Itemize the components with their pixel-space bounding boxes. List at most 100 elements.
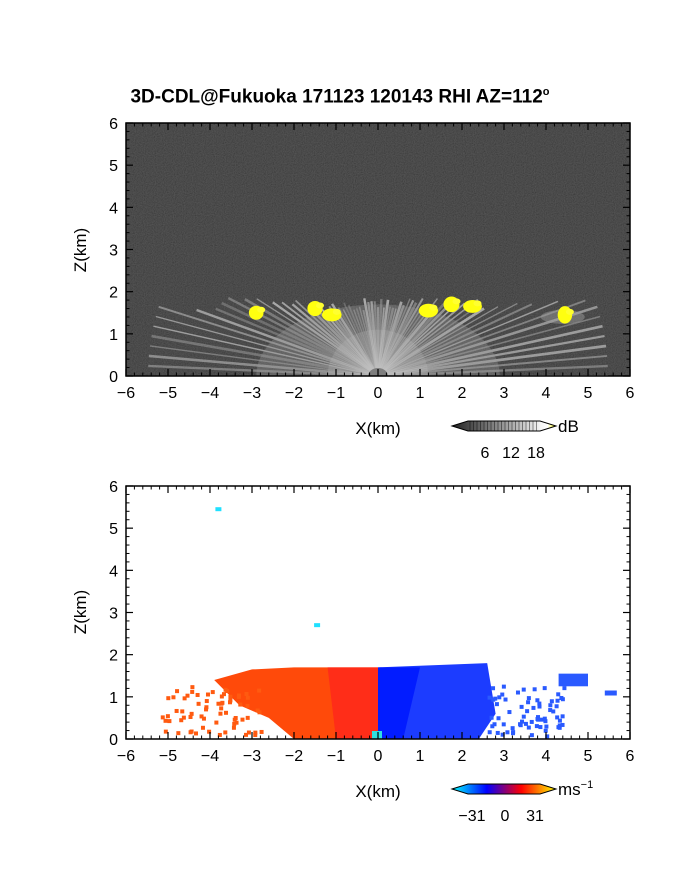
- echo-beam: [343, 302, 379, 376]
- reflectivity-ylabel: Z(km): [71, 228, 90, 272]
- approach-pixel: [190, 685, 195, 690]
- echo-beam: [376, 298, 383, 376]
- y-tick-label: 1: [109, 327, 118, 344]
- echo-beam: [377, 303, 430, 376]
- y-tick-label: 0: [109, 732, 118, 749]
- recede-far-patch: [558, 673, 588, 687]
- recede-pixel: [551, 709, 556, 714]
- approach-pixel: [207, 729, 212, 734]
- recede-pixel: [542, 716, 547, 721]
- approach-pixel: [218, 711, 223, 716]
- y-tick-label: 3: [109, 606, 118, 623]
- yellow-cell-fringe: [332, 308, 341, 315]
- recede-pixel: [539, 717, 544, 722]
- x-tick-label: 0: [374, 748, 383, 765]
- echo-beam: [151, 334, 379, 376]
- recede-pixel: [544, 724, 549, 729]
- approach-pixel: [232, 717, 237, 722]
- x-tick-label: 0: [374, 385, 383, 402]
- approach-pixel: [199, 714, 204, 719]
- recede-pixel: [526, 725, 531, 730]
- recede-pixel: [529, 719, 534, 724]
- approach-pixel: [176, 731, 181, 736]
- approach-pixel: [182, 696, 187, 701]
- recede-pixel: [543, 719, 548, 724]
- recede-pixel: [537, 701, 542, 706]
- approach-pixel: [210, 690, 215, 695]
- y-tick-label: 6: [109, 116, 118, 133]
- noise-texture: [126, 123, 630, 376]
- echo-beam: [347, 304, 379, 376]
- velocity-xlabel: X(km): [355, 782, 400, 801]
- reflectivity-colorbar-stripes: [469, 421, 537, 431]
- approach-pixel: [219, 706, 224, 711]
- recede-pixel: [562, 686, 567, 691]
- y-tick-label: 5: [109, 158, 118, 175]
- approach-pixel: [190, 689, 195, 694]
- echo-beam: [158, 305, 379, 376]
- approach-pixel: [253, 733, 258, 738]
- chart-title: 3D-CDL@Fukuoka 171123 120143 RHI AZ=112o: [130, 86, 550, 108]
- x-tick-label: 6: [626, 748, 635, 765]
- velocity-axes: −6 −5 −4 −3 −2 −1 0 1 2 3 4 5 6 0 1 2 3 4 5 6: [109, 479, 634, 765]
- approach-pixel: [181, 715, 186, 720]
- x-tick-label: −2: [285, 385, 303, 402]
- approach-pixel: [245, 703, 250, 708]
- velocity-isolated-points: [215, 507, 321, 628]
- recede-pixel: [500, 692, 505, 697]
- reflectivity-colorbar-unit: dB: [558, 417, 579, 436]
- approach-pixel: [217, 732, 222, 737]
- echo-beam: [148, 354, 379, 376]
- x-tick-label: −4: [201, 385, 219, 402]
- approach-pixel: [175, 689, 180, 694]
- velocity-echo: [160, 663, 617, 739]
- recede-pixel: [560, 722, 565, 727]
- approach-pixel: [180, 709, 185, 714]
- echo-beam: [377, 297, 424, 376]
- echo-beam: [377, 307, 385, 376]
- approach-pixel: [189, 711, 194, 716]
- yellow-cell-fringe: [429, 304, 438, 311]
- x-tick-label: 4: [542, 385, 551, 402]
- recede-pixel: [525, 709, 530, 714]
- velocity-colorbar-unit: ms−1: [558, 779, 593, 799]
- approach-pixel: [188, 714, 193, 719]
- y-tick-label: 2: [109, 285, 118, 302]
- approach-pixel: [193, 731, 198, 736]
- approach-pixel: [228, 694, 233, 699]
- approach-pixel: [163, 729, 168, 734]
- approach-pixel: [179, 718, 184, 723]
- recede-pixel: [535, 698, 540, 703]
- x-tick-label: −1: [327, 748, 345, 765]
- approach-pixel: [196, 701, 201, 706]
- reflectivity-colorbar-tick: 6: [481, 445, 490, 462]
- recede-pixel: [555, 715, 560, 720]
- recede-pixel: [491, 697, 496, 702]
- recede-pixel: [529, 733, 534, 738]
- recede-pixel: [521, 687, 526, 692]
- recede-pixel: [531, 705, 536, 710]
- approach-pixel: [223, 730, 228, 735]
- recede-pixel: [495, 730, 500, 735]
- recede-pixel: [507, 710, 512, 715]
- echo-beam: [377, 301, 453, 376]
- yellow-cell: [557, 306, 573, 324]
- echo-beam: [377, 334, 605, 376]
- approach-pixel: [232, 721, 237, 726]
- recede-pixel: [554, 704, 559, 709]
- x-tick-label: −3: [243, 385, 261, 402]
- echo-core: [327, 329, 429, 376]
- y-tick-label: 1: [109, 690, 118, 707]
- echo-beam: [244, 297, 379, 376]
- reflectivity-colorbar-tick: 12: [502, 445, 520, 462]
- echo-beam: [377, 308, 397, 376]
- approach-pixel: [244, 732, 249, 737]
- velocity-colorbar: ms−1 −31 0 31: [450, 779, 593, 825]
- approach-pixel: [204, 699, 209, 704]
- recede-pixel: [555, 698, 560, 703]
- recede-pixel: [542, 686, 547, 691]
- recede-pixel: [490, 724, 495, 729]
- recede-far-patch: [604, 690, 617, 696]
- reflectivity-echo: [148, 297, 608, 376]
- x-tick-label: 2: [458, 385, 467, 402]
